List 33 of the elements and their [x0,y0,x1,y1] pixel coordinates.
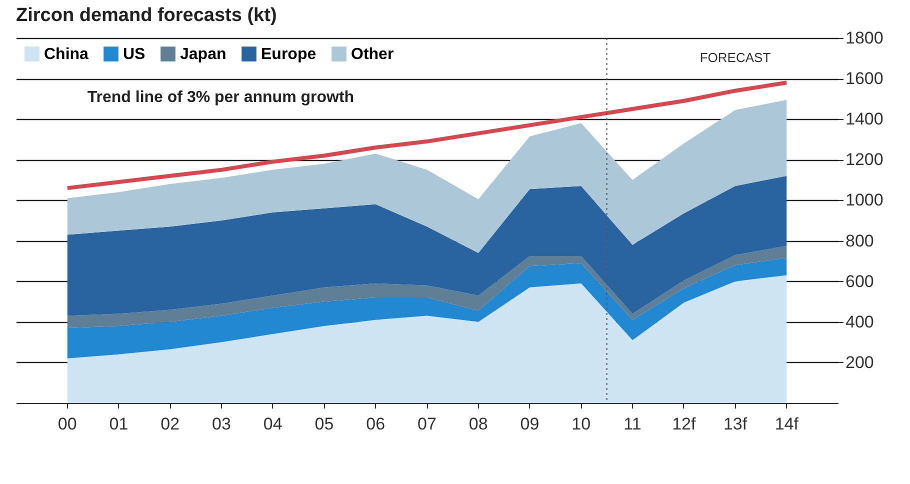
x-tick-label: 09 [520,414,540,434]
y-tick-label: 600 [846,272,874,291]
x-tick-label: 05 [314,414,334,434]
legend-label: China [44,46,89,63]
x-tick-label: 07 [418,414,436,434]
annotation: Trend line of 3% per annum growth [87,89,354,106]
x-tick-label: 13f [723,414,748,434]
x-tick-label: 12f [672,414,696,434]
legend-label: Europe [261,46,316,63]
x-tick-label: 02 [160,414,180,434]
y-tick-label: 400 [846,312,874,332]
x-tick-label: 03 [212,414,231,434]
line-series [65,80,789,190]
y-tick-label: 200 [846,352,874,372]
x-tick-label: 10 [572,414,591,434]
y-tick-label: 800 [846,231,874,250]
y-tick-label: 1400 [846,110,884,129]
chart-title: Zircon demand forecasts (kt) [16,5,277,26]
y-tick-label: 1600 [846,69,884,88]
x-tick-label: 04 [263,414,282,434]
annotation: FORECAST [700,50,771,65]
legend-label: Japan [180,46,226,63]
y-tick-label: 1800 [846,28,884,48]
x-tick-label: 08 [468,414,488,434]
x-tick-label: 00 [58,414,77,434]
x-tick-label: 06 [366,414,386,434]
y-tick-label: 1000 [846,190,884,210]
x-tick-label: 14f [774,414,799,434]
legend-label: Other [351,46,394,63]
x-tick-label: 01 [109,414,128,434]
x-tick-label: 11 [624,414,642,434]
legend-label: US [123,46,146,63]
y-tick-label: 1200 [846,150,884,170]
